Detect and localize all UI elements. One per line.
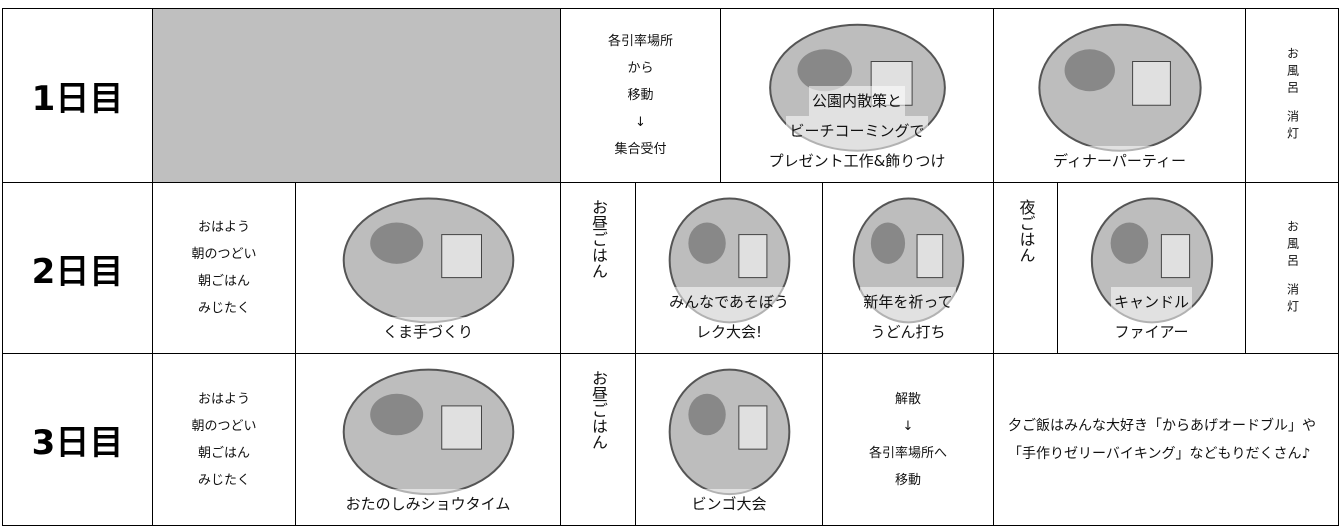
caption: おたのしみショウタイム: [296, 489, 560, 519]
cell-text: ↓: [902, 418, 914, 434]
activity-picture: おたのしみショウタイム: [295, 353, 561, 526]
caption-line: キャンドル: [1110, 287, 1192, 317]
day-label: 2日目: [2, 182, 153, 354]
day-text: 1日目: [31, 79, 124, 119]
cell-text: おはよう: [197, 220, 250, 235]
vertical-text: お昼ごはん: [589, 370, 608, 450]
caption-line: おたのしみショウタイム: [342, 489, 514, 519]
cell-text: 移動: [627, 88, 654, 103]
cell-text: 朝のつどい: [191, 418, 257, 434]
caption-line: レク大会!: [692, 317, 765, 347]
note-text: 夕ご飯はみんな大好き「からあげオードブル」や「手作りゼリーバイキング」などもりだ…: [1008, 417, 1316, 462]
activity-picture: 公園内散策と ビーチコーミングで プレゼント工作&飾りつけ: [720, 8, 994, 183]
activity-cell: お風呂 消灯: [1245, 8, 1339, 183]
illustration: [342, 368, 515, 496]
illustration: [342, 197, 515, 324]
activity-cell: 夜ごはん: [993, 182, 1058, 354]
caption: 新年を祈って うどん打ち: [823, 287, 993, 347]
caption-line: ディナーパーティー: [1050, 146, 1189, 176]
illustration: [668, 368, 791, 496]
illustration: [1038, 23, 1202, 152]
day-label: 1日目: [2, 8, 153, 183]
activity-picture: キャンドル ファイアー: [1057, 182, 1246, 354]
caption-line: みんなであそぼう: [666, 287, 792, 317]
activity-cell: おはよう朝のつどい朝ごはんみじたく: [152, 182, 296, 354]
vertical-text: 消灯: [1285, 110, 1300, 144]
activity-picture: 新年を祈って うどん打ち: [822, 182, 994, 354]
caption: みんなであそぼう レク大会!: [636, 287, 822, 347]
activity-cell: おはよう朝のつどい朝ごはんみじたく: [152, 353, 296, 526]
vertical-text: お昼ごはん: [589, 199, 608, 279]
caption-line: 新年を祈って: [860, 287, 956, 317]
caption-line: ファイアー: [1111, 317, 1192, 347]
cell-text: 各引率場所へ: [868, 445, 947, 461]
vertical-text: 消灯: [1285, 282, 1300, 317]
activity-cell: [152, 8, 561, 183]
cell-text: から: [627, 61, 654, 76]
caption-line: くま手づくり: [379, 317, 476, 347]
vertical-text: お風呂: [1285, 47, 1300, 98]
day-text: 2日目: [31, 251, 124, 292]
caption: くま手づくり: [296, 317, 560, 347]
activity-cell: 解散 ↓ 各引率場所へ 移動: [822, 353, 994, 526]
caption-line: うどん打ち: [867, 317, 949, 347]
cell-text: 朝のつどい: [191, 247, 257, 262]
cell-text: 移動: [894, 472, 921, 488]
activity-picture: ディナーパーティー: [993, 8, 1246, 183]
caption-line: ビーチコーミングで: [786, 116, 928, 146]
cell-text: 朝ごはん: [197, 445, 250, 461]
cell-text: みじたく: [197, 472, 250, 488]
caption-line: プレゼント工作&飾りつけ: [765, 146, 949, 176]
activity-cell: 夕ご飯はみんな大好き「からあげオードブル」や「手作りゼリーバイキング」などもりだ…: [993, 353, 1339, 526]
caption: キャンドル ファイアー: [1058, 287, 1245, 347]
caption: ビンゴ大会: [636, 489, 822, 519]
caption: 公園内散策と ビーチコーミングで プレゼント工作&飾りつけ: [721, 86, 993, 176]
activity-picture: みんなであそぼう レク大会!: [635, 182, 823, 354]
cell-text: 各引率場所: [607, 34, 673, 49]
cell-text: ↓: [635, 115, 646, 130]
activity-picture: ビンゴ大会: [635, 353, 823, 526]
vertical-text: 夜ごはん: [1016, 199, 1036, 263]
activity-cell: お風呂 消灯: [1245, 182, 1339, 354]
vertical-text: お風呂: [1285, 219, 1300, 271]
activity-cell: お昼ごはん: [560, 182, 636, 354]
cell-text: みじたく: [197, 301, 250, 316]
activity-cell: 各引率場所から移動 ↓ 集合受付: [560, 8, 721, 183]
caption: ディナーパーティー: [994, 146, 1245, 176]
cell-text: 朝ごはん: [197, 274, 250, 289]
activity-cell: お昼ごはん: [560, 353, 636, 526]
cell-text: 集合受付: [614, 142, 667, 157]
cell-text: 解散: [894, 391, 921, 407]
day-text: 3日目: [31, 423, 124, 463]
caption-line: 公園内散策と: [808, 86, 905, 116]
caption-line: ビンゴ大会: [688, 489, 770, 519]
cell-text: おはよう: [197, 391, 250, 407]
day-label: 3日目: [2, 353, 153, 526]
activity-picture: くま手づくり: [295, 182, 561, 354]
